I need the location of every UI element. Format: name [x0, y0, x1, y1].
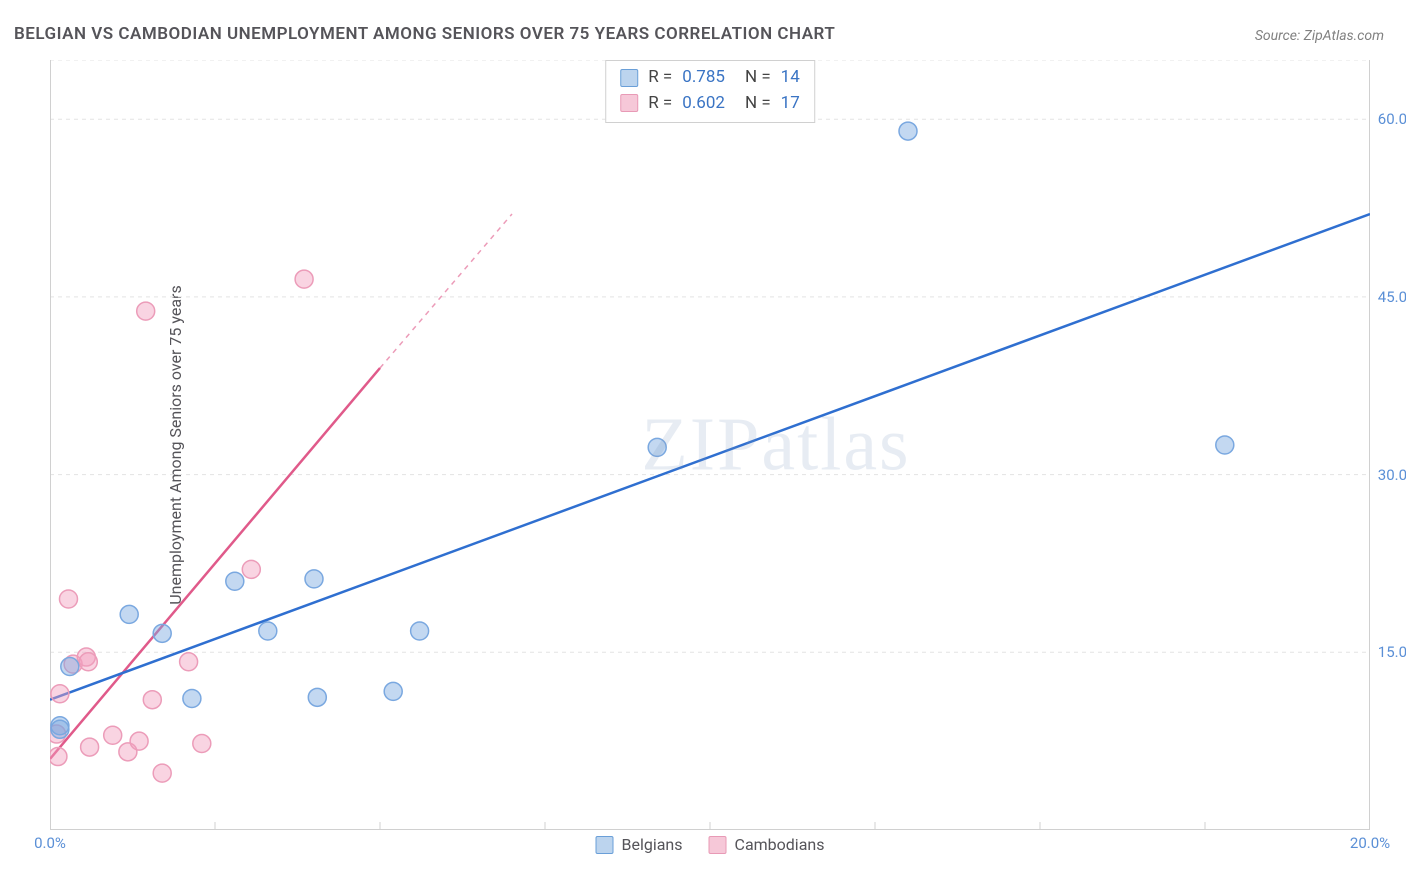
r-value-cambodians: 0.602	[682, 91, 725, 117]
swatch-belgians	[620, 69, 638, 87]
n-label: N =	[745, 65, 771, 91]
n-label: N =	[745, 91, 771, 117]
chart-area: Unemployment Among Seniors over 75 years…	[50, 60, 1370, 830]
chart-title: BELGIAN VS CAMBODIAN UNEMPLOYMENT AMONG …	[14, 24, 835, 44]
scatter-plot	[50, 60, 1370, 830]
source-name: ZipAtlas.com	[1304, 28, 1384, 44]
x-tick-label: 0.0%	[34, 834, 66, 852]
y-tick-label: 15.0%	[1378, 643, 1406, 661]
legend-label-cambodians: Cambodians	[735, 835, 825, 854]
n-value-belgians: 14	[781, 65, 800, 91]
bottom-legend: Belgians Cambodians	[596, 835, 825, 854]
y-tick-label: 45.0%	[1378, 288, 1406, 306]
swatch-belgians	[596, 836, 614, 854]
legend-label-belgians: Belgians	[622, 835, 683, 854]
r-label: R =	[648, 65, 672, 91]
stats-row-cambodians: R = 0.602 N = 17	[620, 91, 800, 117]
x-tick-label: 20.0%	[1350, 834, 1390, 852]
y-tick-label: 60.0%	[1378, 110, 1406, 128]
source-label: Source:	[1255, 28, 1300, 44]
r-value-belgians: 0.785	[682, 65, 725, 91]
swatch-cambodians	[620, 94, 638, 112]
legend-item-belgians: Belgians	[596, 835, 683, 854]
r-label: R =	[648, 91, 672, 117]
n-value-cambodians: 17	[781, 91, 800, 117]
swatch-cambodians	[709, 836, 727, 854]
legend-item-cambodians: Cambodians	[709, 835, 825, 854]
stats-box: R = 0.785 N = 14 R = 0.602 N = 17	[605, 60, 815, 123]
y-tick-label: 30.0%	[1378, 466, 1406, 484]
chart-source: Source: ZipAtlas.com	[1255, 28, 1384, 44]
stats-row-belgians: R = 0.785 N = 14	[620, 65, 800, 91]
